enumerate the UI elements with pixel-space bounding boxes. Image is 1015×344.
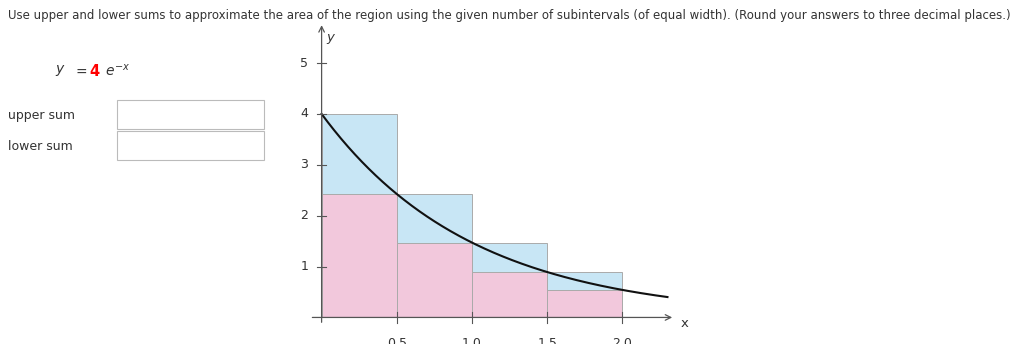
Text: upper sum: upper sum xyxy=(8,109,75,122)
Bar xyxy=(397,194,472,318)
FancyBboxPatch shape xyxy=(117,131,264,160)
Text: 2.0: 2.0 xyxy=(612,336,632,344)
Bar xyxy=(472,243,547,318)
Text: $=$: $=$ xyxy=(73,64,88,77)
FancyBboxPatch shape xyxy=(117,100,264,129)
Text: 1: 1 xyxy=(300,260,309,273)
Text: Use upper and lower sums to approximate the area of the region using the given n: Use upper and lower sums to approximate … xyxy=(8,9,1011,22)
Bar xyxy=(397,243,472,318)
Text: $y$: $y$ xyxy=(55,63,66,78)
Bar xyxy=(472,272,547,318)
Text: 2: 2 xyxy=(300,209,309,222)
Bar xyxy=(322,194,397,318)
Text: 1.0: 1.0 xyxy=(462,336,482,344)
Text: 0.5: 0.5 xyxy=(387,336,407,344)
Text: y: y xyxy=(327,31,335,44)
Bar xyxy=(547,272,622,318)
Text: 5: 5 xyxy=(300,56,309,69)
Text: $e^{-x}$: $e^{-x}$ xyxy=(105,63,130,78)
Bar xyxy=(322,114,397,318)
Text: $\mathbf{4}$: $\mathbf{4}$ xyxy=(89,63,100,78)
Bar xyxy=(547,290,622,318)
Text: 4: 4 xyxy=(300,107,309,120)
Text: lower sum: lower sum xyxy=(8,140,73,153)
Text: 1.5: 1.5 xyxy=(537,336,557,344)
Text: 3: 3 xyxy=(300,158,309,171)
Text: x: x xyxy=(681,317,689,330)
